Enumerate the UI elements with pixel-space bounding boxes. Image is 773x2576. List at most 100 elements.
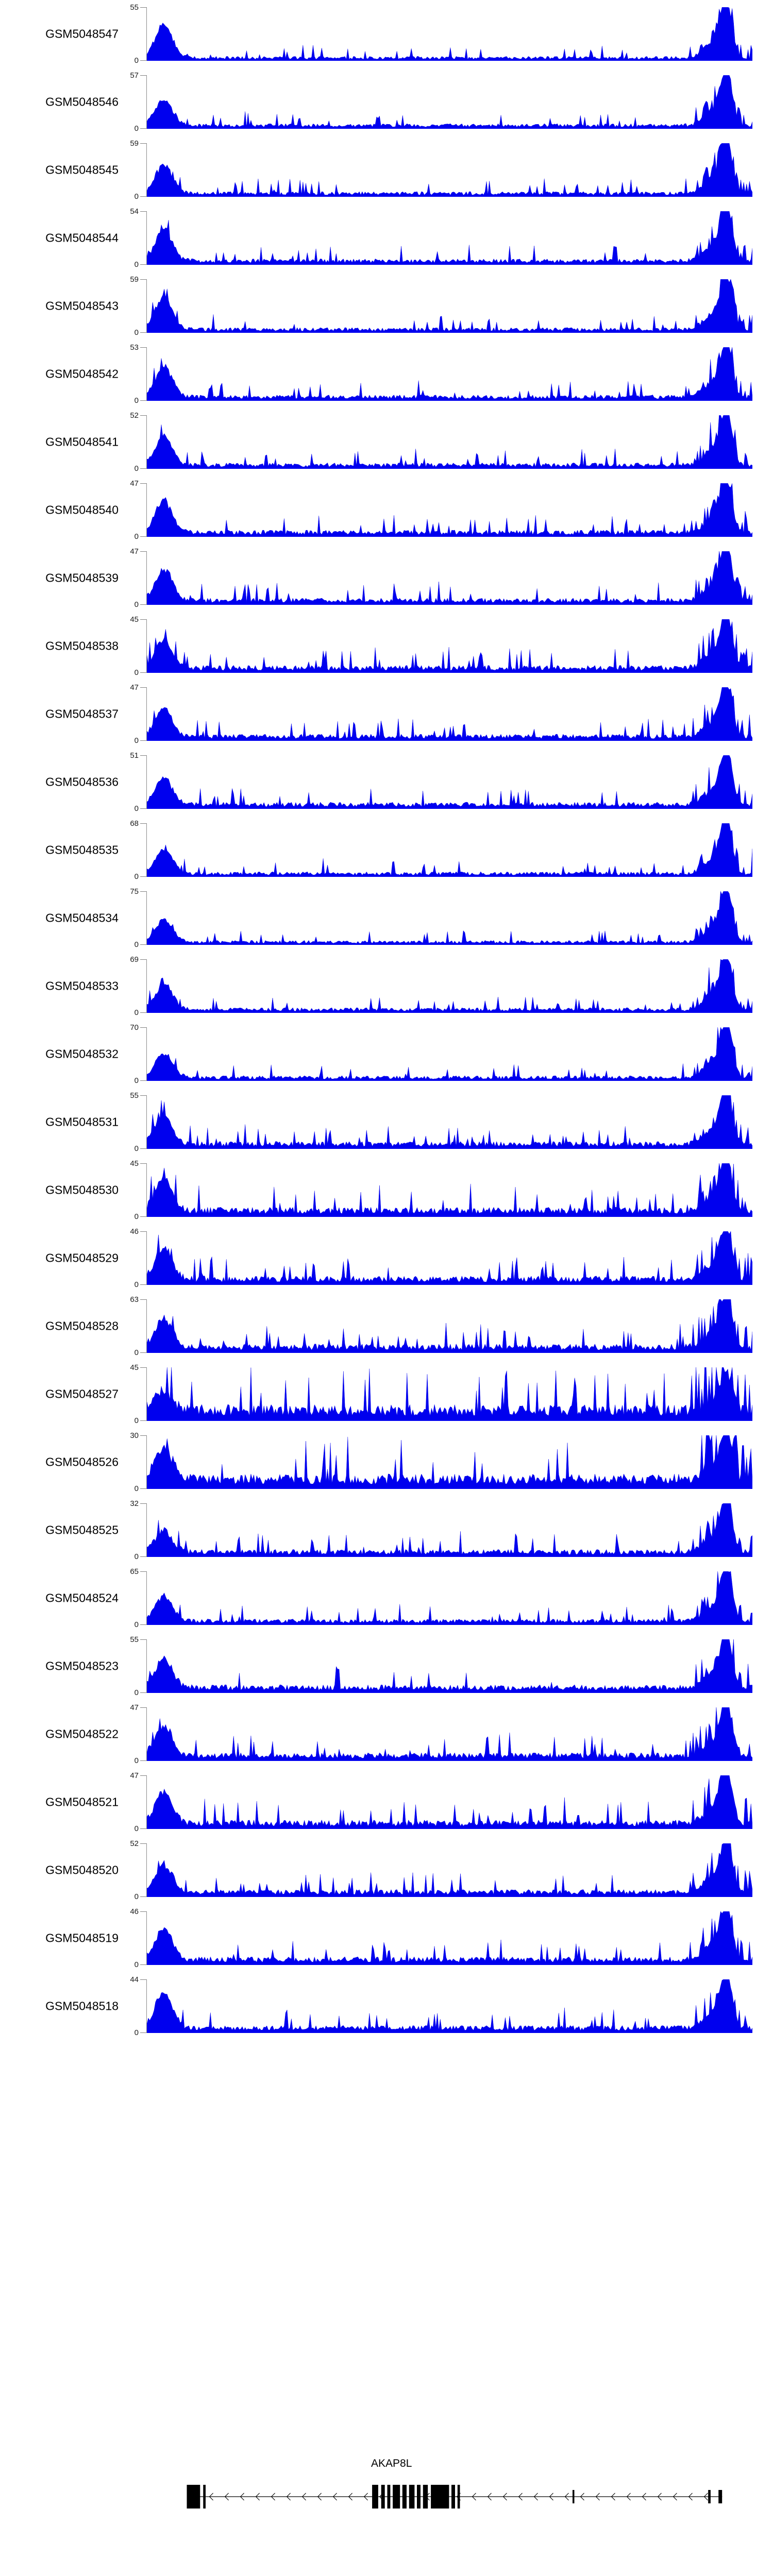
coverage-plot: 47 0 [130, 1772, 752, 1833]
strand-arrow-icon [487, 2493, 492, 2501]
y-axis-min-label: 0 [134, 1552, 139, 1561]
y-axis-max-label: 45 [130, 1363, 139, 1372]
coverage-track-row: GSM5048546 57 0 [0, 68, 773, 136]
coverage-track-row: GSM5048519 46 0 [0, 1904, 773, 1972]
coverage-area [147, 687, 752, 741]
y-axis-spine [146, 415, 147, 469]
y-axis-max-label: 55 [130, 1091, 139, 1100]
track-label-GSM5048519: GSM5048519 [45, 1931, 119, 1945]
coverage-plot: 45 0 [130, 1364, 752, 1425]
strand-arrow-icon [271, 2493, 275, 2501]
strand-arrow-icon [209, 2493, 213, 2501]
y-axis-min-label: 0 [134, 600, 139, 609]
coverage-plot: 45 0 [130, 1160, 752, 1221]
y-axis-max-label: 75 [130, 887, 139, 896]
coverage-plot: 51 0 [130, 752, 752, 812]
coverage-track-row: GSM5048537 47 0 [0, 680, 773, 748]
y-axis-min-label: 0 [134, 2028, 139, 2037]
y-axis-max-label: 44 [130, 1975, 139, 1984]
coverage-area [147, 1027, 752, 1081]
y-axis-min-label: 0 [134, 396, 139, 405]
y-axis-tick-max [140, 1095, 147, 1096]
y-axis-max-label: 54 [130, 207, 139, 216]
y-axis-tick-min [140, 468, 147, 469]
y-axis-tick-min [140, 60, 147, 61]
y-axis-tick-min [140, 536, 147, 537]
coverage-plot: 54 0 [130, 208, 752, 268]
track-label-GSM5048537: GSM5048537 [45, 707, 119, 721]
y-axis-max-label: 69 [130, 955, 139, 964]
y-axis-max-label: 52 [130, 411, 139, 420]
y-axis-tick-min [140, 196, 147, 197]
coverage-plot: 30 0 [130, 1432, 752, 1493]
y-axis-tick-min [140, 2032, 147, 2033]
y-axis-min-label: 0 [134, 1824, 139, 1833]
y-axis-spine [146, 687, 147, 741]
y-axis-max-label: 47 [130, 479, 139, 488]
strand-arrow-icon [363, 2493, 368, 2501]
y-axis-max-label: 65 [130, 1567, 139, 1576]
track-label-GSM5048527: GSM5048527 [45, 1387, 119, 1401]
y-axis-tick-max [140, 1027, 147, 1028]
y-axis-tick-max [140, 1571, 147, 1572]
y-axis-tick-max [140, 1163, 147, 1164]
y-axis-max-label: 55 [130, 1635, 139, 1644]
y-axis-max-label: 57 [130, 71, 139, 80]
y-axis-min-label: 0 [134, 1688, 139, 1697]
coverage-track-row: GSM5048520 52 0 [0, 1836, 773, 1904]
y-axis-min-label: 0 [134, 1484, 139, 1493]
y-axis-spine [146, 959, 147, 1013]
y-axis-max-label: 32 [130, 1499, 139, 1508]
y-axis-tick-min [140, 1760, 147, 1761]
exon-box [431, 2485, 449, 2509]
y-axis-min-label: 0 [134, 1076, 139, 1085]
y-axis-spine [146, 1503, 147, 1557]
coverage-area [147, 7, 752, 61]
strand-arrow-icon [688, 2493, 693, 2501]
coverage-area [147, 1639, 752, 1693]
coverage-track-row: GSM5048521 47 0 [0, 1768, 773, 1836]
strand-arrow-icon [564, 2493, 569, 2501]
strand-arrow-icon [348, 2493, 352, 2501]
coverage-plot: 59 0 [130, 276, 752, 336]
strand-arrow-icon [224, 2493, 229, 2501]
y-axis-tick-max [140, 415, 147, 416]
y-axis-tick-max [140, 619, 147, 620]
y-axis-min-label: 0 [134, 1960, 139, 1969]
coverage-area [147, 959, 752, 1013]
coverage-plot: 55 0 [130, 1092, 752, 1153]
y-axis-max-label: 45 [130, 615, 139, 624]
coverage-track-row: GSM5048522 47 0 [0, 1700, 773, 1768]
coverage-plot: 46 0 [130, 1908, 752, 1969]
coverage-area [147, 1503, 752, 1557]
track-label-GSM5048535: GSM5048535 [45, 843, 119, 857]
exon-box [708, 2490, 711, 2503]
coverage-track-row: GSM5048544 54 0 [0, 204, 773, 272]
coverage-plot: 68 0 [130, 820, 752, 880]
track-label-GSM5048541: GSM5048541 [45, 435, 119, 449]
y-axis-spine [146, 7, 147, 61]
coverage-plot: 75 0 [130, 888, 752, 948]
coverage-area [147, 1775, 752, 1829]
exon-box [372, 2485, 378, 2509]
y-axis-spine [146, 1979, 147, 2033]
coverage-track-row: GSM5048547 55 0 [0, 0, 773, 68]
gene-model-track: AKAP8L [0, 2458, 773, 2524]
coverage-track-row: GSM5048543 59 0 [0, 272, 773, 340]
coverage-plot: 52 0 [130, 412, 752, 472]
y-axis-min-label: 0 [134, 736, 139, 745]
strand-arrow-icon [502, 2493, 507, 2501]
coverage-plot: 44 0 [130, 1976, 752, 2037]
track-label-GSM5048547: GSM5048547 [45, 27, 119, 41]
y-axis-spine [146, 1707, 147, 1761]
coverage-area [147, 75, 752, 129]
coverage-area [147, 823, 752, 877]
coverage-track-row: GSM5048533 69 0 [0, 952, 773, 1020]
exon-box [417, 2485, 421, 2509]
track-label-GSM5048534: GSM5048534 [45, 911, 119, 925]
y-axis-tick-max [140, 143, 147, 144]
exon-box [409, 2485, 415, 2509]
track-label-GSM5048528: GSM5048528 [45, 1319, 119, 1333]
y-axis-spine [146, 891, 147, 945]
track-label-GSM5048540: GSM5048540 [45, 503, 119, 517]
